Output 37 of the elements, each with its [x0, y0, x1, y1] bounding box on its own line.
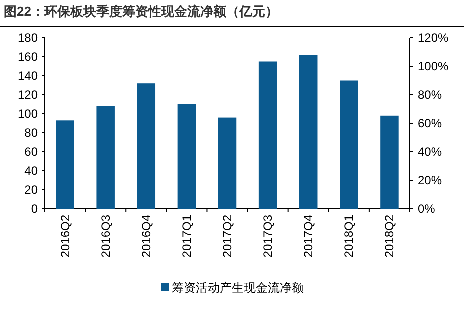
bar	[299, 55, 318, 209]
x-tick-label: 2016Q3	[98, 214, 113, 258]
chart-title: 图22：环保板块季度筹资性现金流净额（亿元）	[4, 4, 278, 19]
y-tick-label: 20	[24, 183, 38, 197]
x-tick-label: 2018Q1	[342, 214, 356, 258]
x-tick-label: 2017Q3	[261, 214, 276, 258]
legend-label: 筹资活动产生现金流净额	[172, 281, 304, 295]
y-tick-label: 180	[18, 31, 38, 45]
y-tick-label: 60	[24, 145, 38, 159]
bar	[96, 106, 115, 209]
x-tick-label: 2016Q4	[139, 214, 154, 258]
y-tick-label: 160	[18, 50, 38, 64]
x-tick-label: 2017Q2	[220, 214, 234, 258]
x-tick-label: 2018Q2	[382, 214, 397, 258]
y2-tick-label: 80%	[418, 88, 442, 102]
y-tick-label: 120	[18, 88, 38, 102]
bar	[56, 120, 74, 209]
y2-tick-label: 120%	[418, 31, 450, 45]
y2-tick-label: 60%	[418, 116, 442, 130]
y-tick-label: 0	[31, 202, 38, 216]
bar	[218, 118, 237, 209]
x-tick-label: 2017Q1	[180, 214, 194, 258]
y2-tick-label: 40%	[418, 145, 442, 159]
y2-tick-label: 0%	[418, 202, 436, 216]
bar	[178, 104, 196, 209]
y2-tick-label: 20%	[418, 174, 442, 188]
x-tick-label: 2017Q4	[302, 214, 316, 258]
y-tick-label: 100	[18, 107, 38, 121]
bar	[137, 84, 156, 209]
bar	[340, 80, 358, 209]
bar	[258, 62, 278, 209]
y-tick-label: 80	[24, 126, 38, 140]
y2-tick-label: 100%	[418, 60, 450, 74]
y-tick-label: 40	[24, 164, 38, 178]
x-tick-label: 2016Q2	[58, 214, 72, 258]
y-tick-label: 140	[18, 69, 38, 83]
bar	[380, 116, 399, 209]
